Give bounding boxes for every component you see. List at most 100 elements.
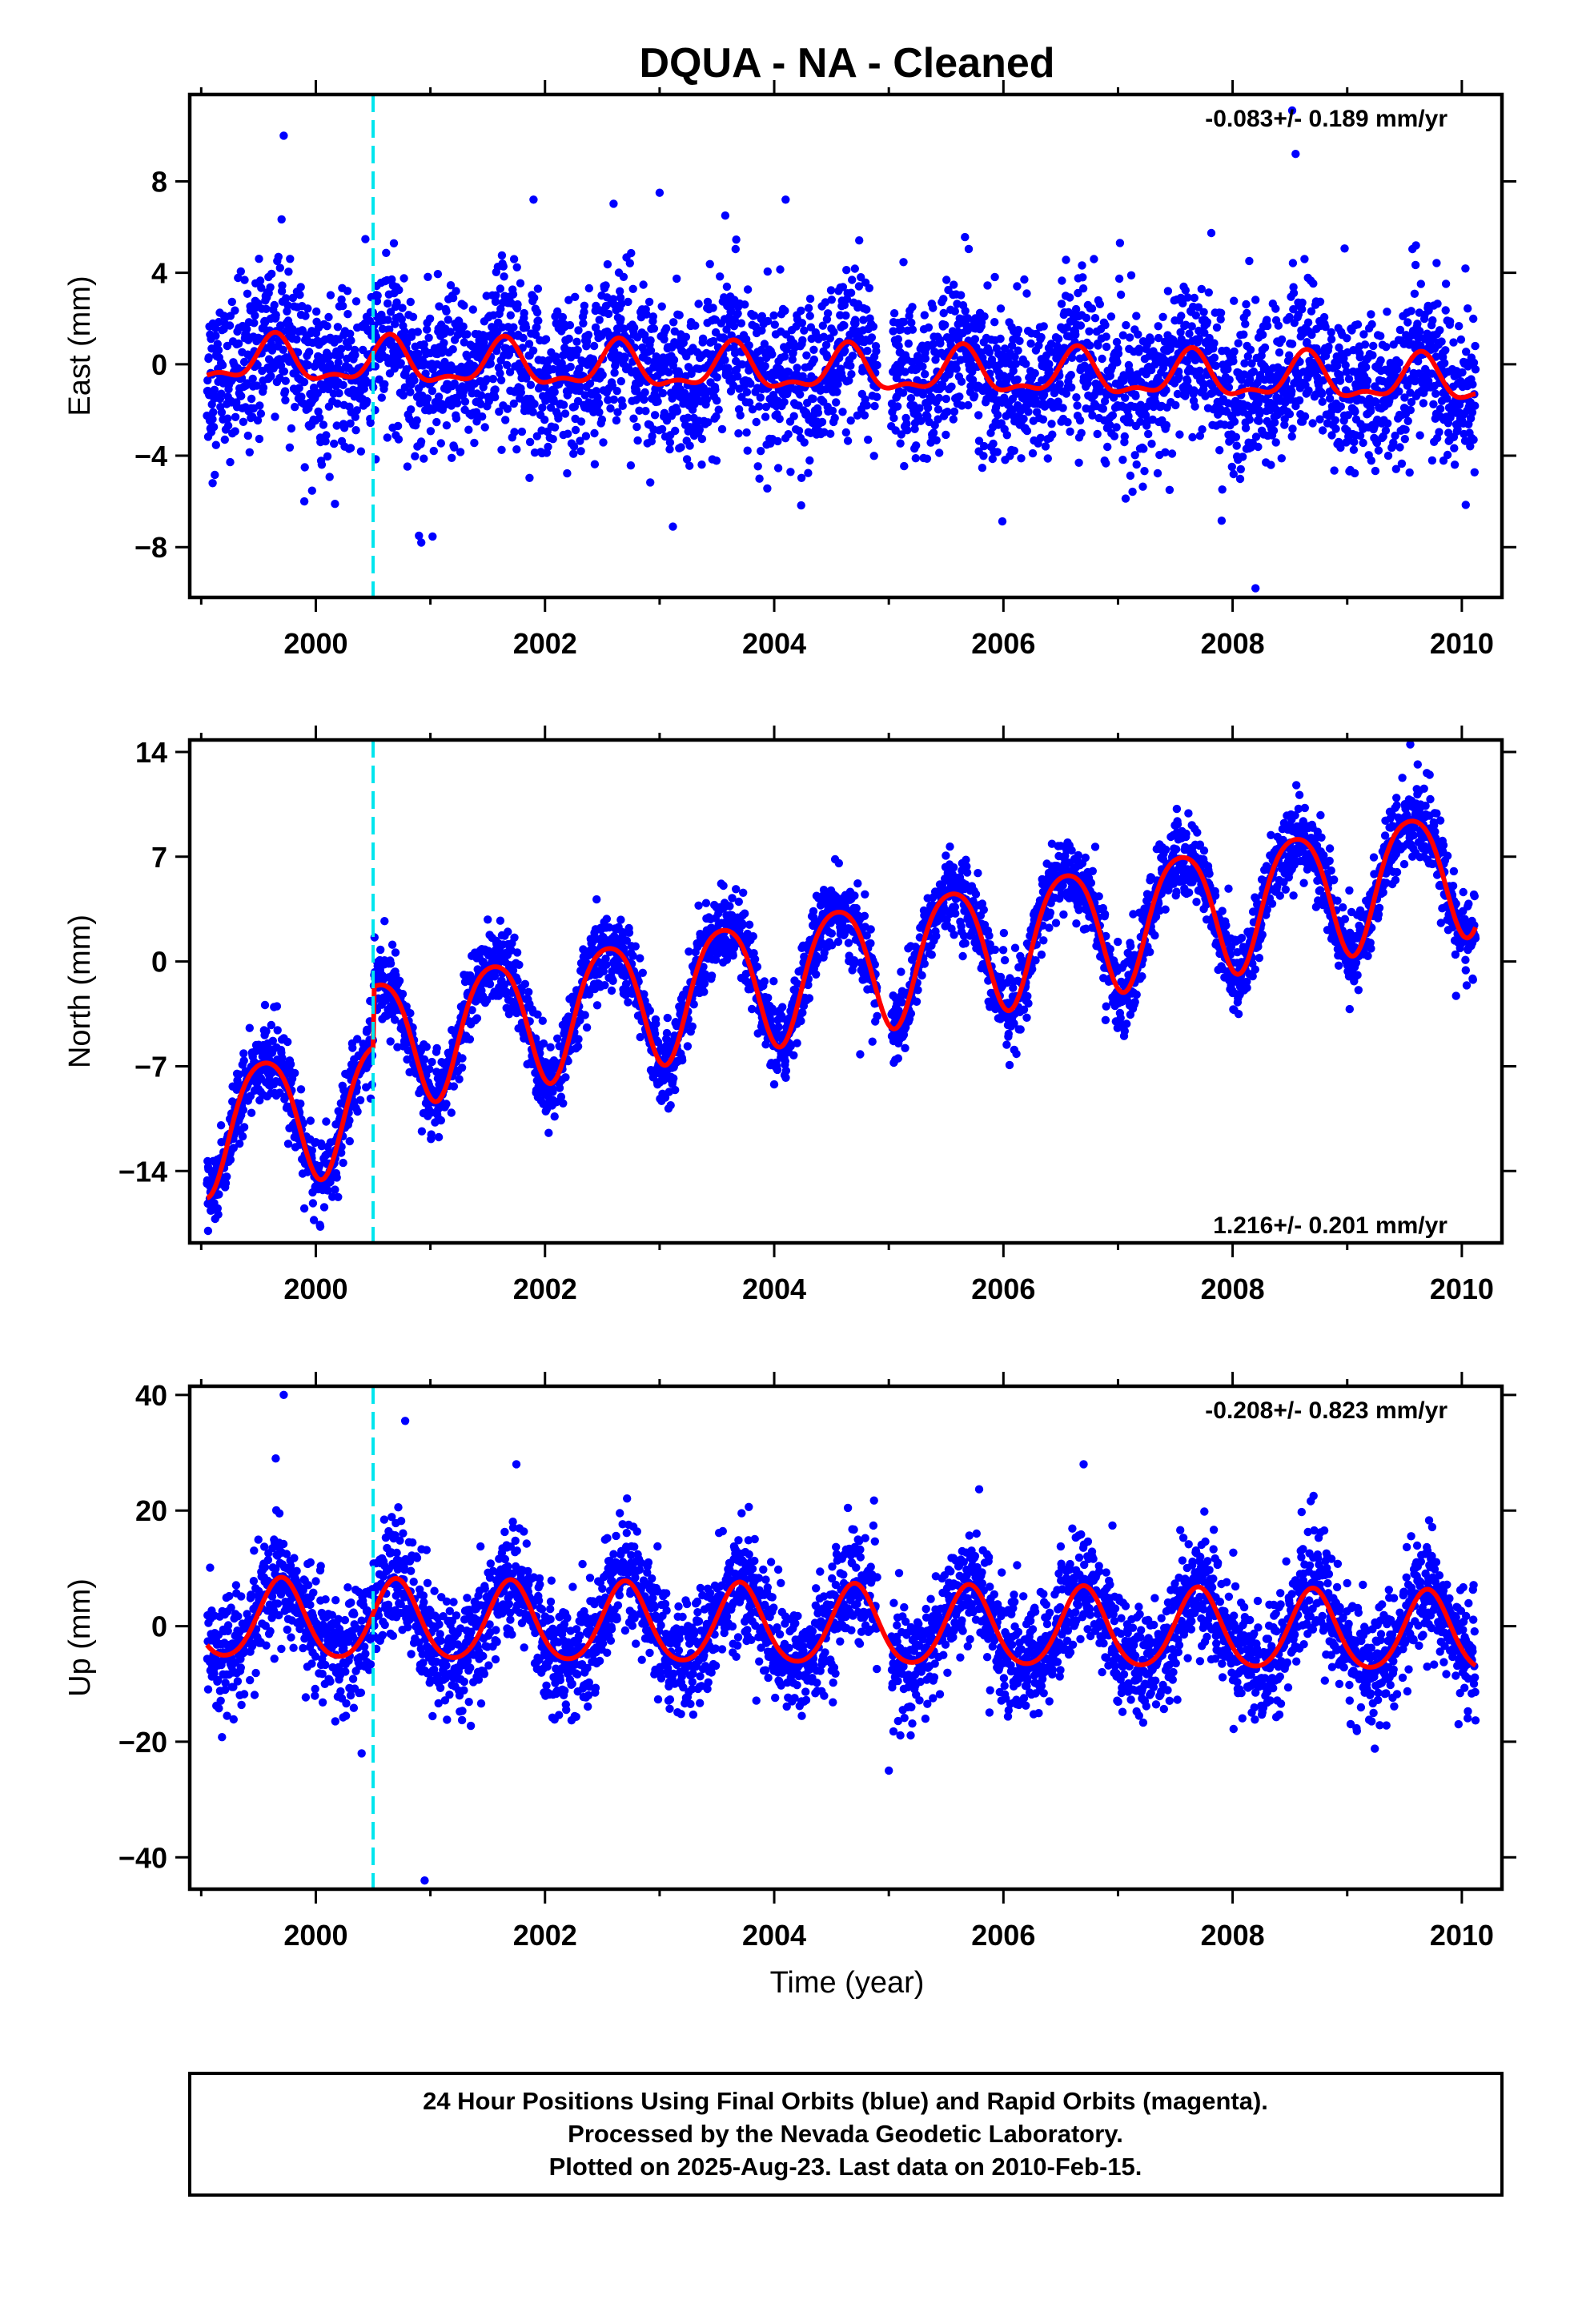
- east-point: [846, 361, 855, 370]
- east-point: [1240, 359, 1249, 368]
- east-point: [544, 442, 552, 452]
- north-point: [434, 1132, 444, 1142]
- east-point: [392, 298, 401, 307]
- north-point: [585, 990, 594, 999]
- east-point: [922, 454, 932, 463]
- east-point: [1118, 456, 1127, 464]
- east-point: [1054, 334, 1063, 344]
- east-point: [842, 266, 851, 275]
- east-point: [1125, 333, 1134, 342]
- east-point: [1082, 313, 1091, 323]
- east-point: [283, 301, 292, 310]
- east-point: [1054, 397, 1062, 406]
- east-point: [548, 364, 558, 374]
- east-point: [703, 297, 713, 307]
- east-point: [1393, 364, 1402, 374]
- east-point: [257, 283, 266, 292]
- north-point: [442, 1100, 451, 1108]
- east-point: [1324, 342, 1333, 352]
- east-point: [620, 324, 628, 333]
- north-point: [376, 945, 385, 955]
- east-point: [383, 299, 392, 308]
- east-point: [424, 272, 432, 281]
- east-point: [1098, 354, 1106, 364]
- east-point: [359, 384, 368, 393]
- east-x-tick-label: 2006: [971, 627, 1035, 660]
- east-point: [993, 410, 1002, 420]
- east-point: [1335, 376, 1345, 385]
- east-point: [660, 335, 669, 344]
- north-point: [307, 1146, 316, 1155]
- east-point: [697, 434, 707, 444]
- east-point: [498, 323, 507, 332]
- east-point: [1166, 342, 1175, 352]
- east-point: [524, 340, 534, 348]
- north-point: [229, 1144, 238, 1152]
- east-point: [760, 340, 769, 348]
- east-point: [606, 404, 615, 413]
- east-point: [1259, 330, 1267, 340]
- east-point: [1255, 416, 1263, 425]
- north-point: [239, 1105, 248, 1115]
- east-point: [1411, 260, 1420, 270]
- east-point: [828, 406, 837, 416]
- east-point: [929, 304, 938, 312]
- east-point: [307, 486, 316, 495]
- east-point: [521, 323, 531, 332]
- east-point: [1037, 332, 1046, 342]
- east-point: [846, 416, 855, 425]
- east-point: [250, 319, 259, 328]
- east-point: [343, 342, 352, 352]
- east-point: [1234, 339, 1243, 348]
- east-point: [702, 395, 711, 404]
- east-point: [748, 405, 757, 414]
- east-point: [1102, 459, 1110, 468]
- east-point: [850, 264, 860, 273]
- east-point: [697, 460, 706, 469]
- east-point: [1171, 400, 1180, 410]
- east-point: [1039, 322, 1048, 331]
- east-point: [713, 373, 721, 382]
- east-point: [1360, 340, 1370, 349]
- north-point: [353, 1035, 362, 1043]
- east-point: [1274, 321, 1283, 330]
- east-point: [979, 452, 988, 460]
- east-point: [397, 315, 406, 324]
- east-outlier-point: [415, 531, 424, 541]
- north-point: [239, 1123, 249, 1132]
- east-point: [1041, 442, 1050, 451]
- east-point: [1327, 328, 1335, 337]
- east-point: [1432, 259, 1441, 267]
- east-point: [321, 436, 330, 446]
- east-point: [332, 421, 341, 430]
- north-point: [223, 1172, 231, 1181]
- east-point: [383, 316, 392, 324]
- east-point: [599, 438, 608, 447]
- east-point: [412, 416, 421, 425]
- north-point: [283, 1140, 293, 1148]
- east-point: [281, 376, 290, 385]
- east-point: [440, 339, 448, 348]
- north-point: [422, 1043, 431, 1051]
- east-point: [410, 376, 419, 385]
- east-point: [923, 404, 933, 412]
- east-outlier-point: [279, 131, 288, 140]
- east-point: [267, 346, 277, 355]
- east-point: [453, 399, 462, 408]
- east-point: [1469, 435, 1478, 444]
- east-point: [326, 291, 335, 300]
- north-point: [239, 1056, 248, 1065]
- east-point: [1225, 376, 1234, 384]
- east-point: [1251, 432, 1261, 441]
- east-point: [1469, 314, 1478, 324]
- east-point: [903, 426, 912, 435]
- east-point: [742, 388, 752, 396]
- east-point: [673, 407, 682, 416]
- north-point: [247, 1108, 256, 1117]
- east-point: [819, 332, 829, 341]
- east-point: [1191, 402, 1199, 411]
- east-point: [628, 284, 637, 293]
- east-point: [1336, 443, 1345, 452]
- north-point: [345, 1136, 354, 1146]
